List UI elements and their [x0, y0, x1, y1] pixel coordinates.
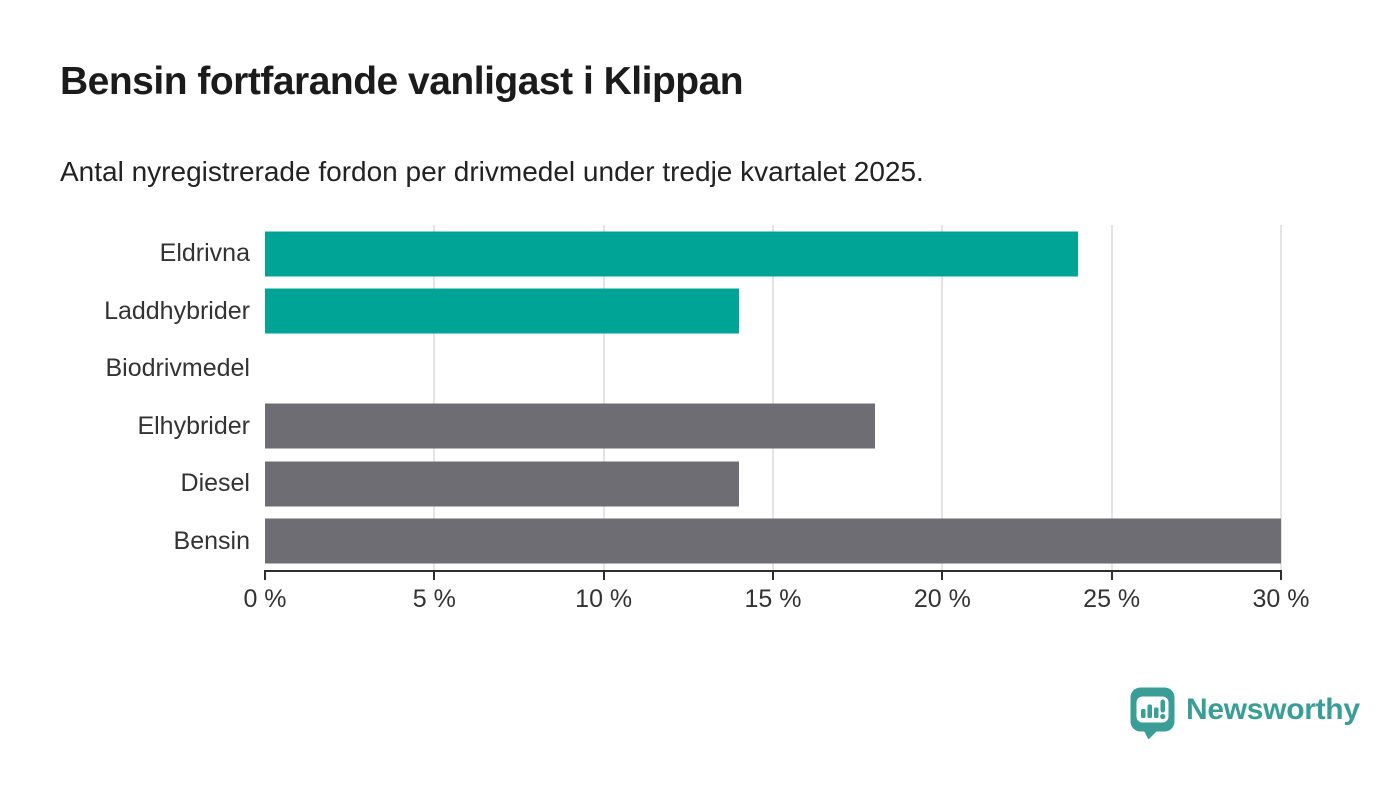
bar-track	[265, 340, 1281, 398]
axis-tick	[433, 570, 436, 580]
chart-row: Elhybrider	[60, 398, 1281, 456]
axis-tick-label: 30 %	[1252, 585, 1310, 613]
axis-tick-label: 5 %	[412, 585, 456, 613]
bar-bensin	[265, 518, 1281, 564]
chart-row: Laddhybrider	[60, 283, 1281, 341]
bar-track	[265, 283, 1281, 341]
axis-tick-label: 0 %	[243, 585, 287, 613]
chart-row: Biodrivmedel	[60, 340, 1281, 398]
axis-tick	[264, 570, 266, 580]
category-label-elhybrider: Elhybrider	[137, 411, 250, 440]
axis-tick	[1280, 570, 1282, 580]
category-label-diesel: Diesel	[180, 469, 250, 498]
bar-diesel	[265, 461, 740, 507]
axis-tick	[941, 570, 944, 580]
gridline	[1280, 225, 1282, 570]
bar-elhybrider	[265, 403, 875, 449]
category-label-bensin: Bensin	[173, 526, 250, 555]
bar-eldrivna	[265, 231, 1078, 277]
bar-track	[265, 455, 1281, 513]
bar-track	[265, 225, 1281, 283]
x-axis: 0 % 5 % 10 % 15 % 20 % 25 % 30 %	[243, 570, 1309, 640]
axis-tick-label: 10 %	[575, 585, 633, 613]
category-label-eldrivna: Eldrivna	[159, 239, 250, 268]
gridline	[941, 225, 944, 570]
axis-tick	[602, 570, 605, 580]
newsworthy-logo-icon	[1130, 687, 1175, 740]
page-subtitle: Antal nyregistrerade fordon per drivmede…	[60, 156, 924, 187]
chart-rows: Eldrivna Laddhybrider Biodrivmedel Elhybrid…	[60, 225, 1281, 570]
chart-row: Bensin	[60, 513, 1281, 571]
newsworthy-logo-text: Newsworthy	[1186, 692, 1360, 726]
axis-tick-label: 25 %	[1083, 585, 1141, 613]
plot-area: Eldrivna Laddhybrider Biodrivmedel Elhybrid…	[60, 225, 1282, 570]
newsworthy-brand: Newsworthy	[1130, 687, 1360, 740]
axis-tick-label: 15 %	[744, 585, 802, 613]
axis-tick	[772, 570, 774, 580]
gridline	[602, 225, 605, 570]
axis-tick	[1110, 570, 1113, 580]
axis-tick-label: 20 %	[913, 585, 971, 613]
chart-row: Eldrivna	[60, 225, 1281, 283]
page-title: Bensin fortfarande vanligast i Klippan	[60, 60, 744, 103]
bar-chart: Eldrivna Laddhybrider Biodrivmedel Elhybrid…	[60, 225, 1309, 645]
category-label-biodrivmedel: Biodrivmedel	[105, 354, 250, 383]
bar-track	[265, 398, 1281, 456]
bar-laddhybrider	[265, 288, 740, 334]
bar-track	[265, 513, 1281, 571]
chart-row: Diesel	[60, 455, 1281, 513]
gridline	[772, 225, 774, 570]
category-label-laddhybrider: Laddhybrider	[104, 296, 250, 325]
gridline	[433, 225, 436, 570]
gridlines	[265, 225, 1282, 570]
gridline	[1110, 225, 1113, 570]
